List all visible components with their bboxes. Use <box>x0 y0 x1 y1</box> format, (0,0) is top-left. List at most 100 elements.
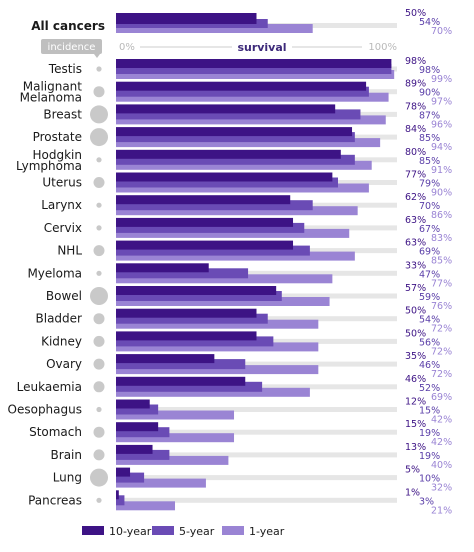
myeloma-track <box>116 270 397 276</box>
hodgkin-lymphoma-label-1-year: 91% <box>431 165 452 176</box>
incidence-dot-lung <box>90 468 108 487</box>
bladder-label-5-year: 54% <box>419 315 440 326</box>
leukaemia-bar-1-year <box>116 387 310 397</box>
pancreas-bar-10-year <box>116 490 119 500</box>
uterus-bar-1-year <box>116 183 369 193</box>
breast-label-5-year: 87% <box>419 110 440 121</box>
leukaemia-bar-5-year <box>116 381 263 392</box>
myeloma-bar-1-year <box>116 274 333 284</box>
lung-bar-10-year <box>116 467 131 477</box>
hodgkin-lymphoma-bar-10-year <box>116 149 341 159</box>
incidence-dot-pancreas <box>96 497 102 503</box>
lung-label-10-year: 5% <box>405 465 420 476</box>
incidence-dot-breast <box>90 105 108 124</box>
bladder-bar-5-year <box>116 313 268 324</box>
brain-bar-1-year <box>116 455 229 465</box>
stomach-bar-10-year <box>116 422 159 432</box>
testis-label-5-year: 98% <box>419 65 440 76</box>
cervix-bar-1-year <box>116 228 350 238</box>
incidence-dot-ovary <box>93 358 105 370</box>
lung-bar-1-year <box>116 478 206 488</box>
oesophagus-label-5-year: 15% <box>419 406 440 417</box>
breast-bar-1-year <box>116 115 386 125</box>
leukaemia-label-1-year: 69% <box>431 392 452 403</box>
leukaemia-label-10-year: 46% <box>405 374 426 385</box>
ovary-bar-10-year <box>116 354 215 364</box>
stomach-label-1-year: 42% <box>431 437 452 448</box>
prostate-label-1-year: 94% <box>431 142 452 153</box>
malignant-melanoma-bar-5-year <box>116 86 369 97</box>
category-label-malignant-melanoma-line1: Malignant <box>23 80 83 94</box>
incidence-dot-bladder <box>93 313 105 325</box>
lung-label-1-year: 32% <box>431 483 452 494</box>
category-label-prostate: Prostate <box>33 130 82 144</box>
bladder-bar-10-year <box>116 308 257 318</box>
stomach-label-5-year: 19% <box>419 428 440 439</box>
hodgkin-lymphoma-label-5-year: 85% <box>419 156 440 167</box>
incidence-dot-leukaemia <box>93 381 105 393</box>
category-label-malignant-melanoma-line2: Melanoma <box>20 91 82 105</box>
malignant-melanoma-label-1-year: 97% <box>431 97 452 108</box>
incidence-dot-prostate <box>90 128 108 147</box>
ovary-label-5-year: 46% <box>419 360 440 371</box>
bladder-bar-1-year <box>116 319 319 329</box>
all-cancers-bar-10-year <box>116 13 257 24</box>
oesophagus-bar-10-year <box>116 399 150 409</box>
hodgkin-lymphoma-label-10-year: 80% <box>405 147 426 158</box>
cervix-label-1-year: 83% <box>431 233 452 244</box>
testis-label-1-year: 99% <box>431 74 452 85</box>
larynx-label-1-year: 86% <box>431 210 452 221</box>
malignant-melanoma-label-5-year: 90% <box>419 88 440 99</box>
oesophagus-bar-5-year <box>116 404 159 415</box>
incidence-dot-bowel <box>90 287 108 305</box>
uterus-bar-5-year <box>116 177 338 188</box>
nhl-label-10-year: 63% <box>405 238 426 249</box>
tick-label-100: 100% <box>368 42 397 53</box>
bladder-label-10-year: 50% <box>405 306 426 317</box>
leukaemia-bar-10-year <box>116 376 246 386</box>
oesophagus-label-1-year: 42% <box>431 415 452 426</box>
legend-label-10-year: 10-year <box>109 525 152 538</box>
incidence-label: incidence <box>48 42 96 53</box>
breast-bar-5-year <box>116 109 361 120</box>
larynx-label-10-year: 62% <box>405 192 426 203</box>
legend-label-5-year: 5-year <box>179 525 215 538</box>
legend-swatch-10-year <box>82 526 104 535</box>
incidence-dot-stomach <box>93 426 105 438</box>
cervix-bar-5-year <box>116 222 305 233</box>
pancreas-bar-5-year <box>116 495 125 506</box>
category-label-uterus: Uterus <box>42 176 82 190</box>
kidney-bar-10-year <box>116 331 257 341</box>
pancreas-label-10-year: 1% <box>405 487 420 498</box>
category-label-all-cancers: All cancers <box>31 19 105 33</box>
myeloma-bar-10-year <box>116 263 209 273</box>
legend-swatch-5-year <box>152 526 174 535</box>
incidence-dot-cervix <box>96 225 102 231</box>
hodgkin-lymphoma-bar-1-year <box>116 160 372 170</box>
incidence-dot-nhl <box>93 245 105 257</box>
all-cancers-label-1-year: 70% <box>431 26 452 37</box>
myeloma-label-5-year: 47% <box>419 269 440 280</box>
stomach-label-10-year: 15% <box>405 419 426 430</box>
myeloma-bar-5-year <box>116 268 249 279</box>
myeloma-label-1-year: 77% <box>431 278 452 289</box>
ovary-bar-1-year <box>116 365 319 375</box>
breast-bar-10-year <box>116 104 336 114</box>
cervix-label-5-year: 67% <box>419 224 440 235</box>
uterus-bar-10-year <box>116 172 333 182</box>
testis-bar-10-year <box>116 59 392 68</box>
leukaemia-label-5-year: 52% <box>419 383 440 394</box>
bladder-label-1-year: 72% <box>431 324 452 335</box>
prostate-label-5-year: 85% <box>419 133 440 144</box>
testis-label-10-year: 98% <box>405 56 426 67</box>
brain-label-10-year: 13% <box>405 442 426 453</box>
category-label-larynx: Larynx <box>41 198 82 212</box>
incidence-dot-testis <box>96 66 102 72</box>
category-label-hodgkin-lymphoma-line1: Hodgkin <box>33 148 83 162</box>
category-label-breast: Breast <box>43 107 82 121</box>
larynx-label-5-year: 70% <box>419 201 440 212</box>
myeloma-label-10-year: 33% <box>405 260 426 271</box>
brain-bar-10-year <box>116 444 153 454</box>
category-label-hodgkin-lymphoma-line2: Lymphoma <box>16 159 82 173</box>
oesophagus-bar-1-year <box>116 410 235 420</box>
